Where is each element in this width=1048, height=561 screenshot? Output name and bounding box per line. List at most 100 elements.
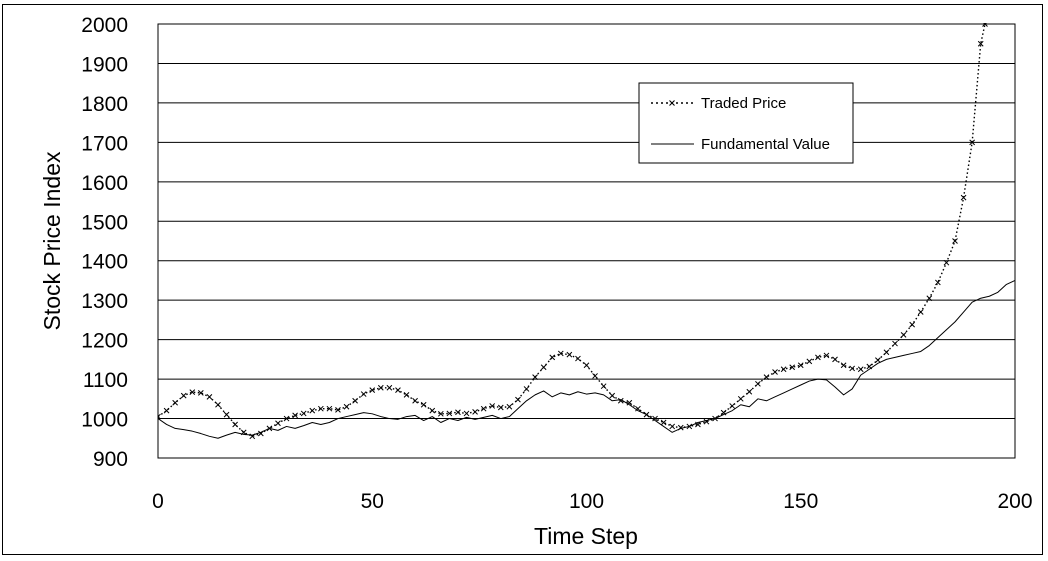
legend: Traded Price Fundamental Value <box>638 82 854 164</box>
data-point-marker <box>737 395 744 402</box>
data-point-marker <box>455 409 461 416</box>
data-point-marker <box>626 399 633 406</box>
y-axis-title: Stock Price Index <box>39 151 65 330</box>
data-point-marker <box>789 364 796 371</box>
data-point-marker <box>849 365 856 372</box>
y-tick-label: 2000 <box>81 14 128 37</box>
data-point-marker <box>437 410 444 417</box>
data-point-marker <box>600 383 607 390</box>
data-point-marker <box>446 410 453 417</box>
data-point-marker <box>412 397 418 404</box>
data-point-marker <box>206 393 213 400</box>
data-point-marker <box>326 405 333 412</box>
y-tick-label: 1000 <box>81 409 128 432</box>
x-tick-label: 100 <box>569 490 604 513</box>
data-point-marker <box>592 373 598 379</box>
y-tick-label: 1900 <box>81 53 128 76</box>
x-tick-label: 0 <box>152 490 164 513</box>
data-point-marker <box>283 415 290 422</box>
data-point-marker <box>343 403 350 410</box>
data-point-marker <box>489 403 496 409</box>
y-tick-label: 1600 <box>81 172 128 195</box>
data-point-marker <box>180 392 187 399</box>
data-point-marker <box>300 410 307 417</box>
data-point-marker <box>797 362 804 369</box>
data-point-marker <box>840 362 847 369</box>
data-point-marker <box>540 364 547 371</box>
data-point-marker <box>215 401 221 408</box>
data-point-marker <box>617 397 624 404</box>
data-point-marker <box>982 23 988 27</box>
data-point-marker <box>377 384 384 391</box>
data-point-marker <box>197 390 204 396</box>
data-point-marker <box>935 279 941 286</box>
data-point-marker <box>317 405 324 412</box>
y-tick-label: 1500 <box>81 211 128 234</box>
series-line-0 <box>158 23 986 437</box>
data-point-marker <box>660 419 667 426</box>
x-tick-label: 200 <box>997 490 1032 513</box>
data-point-marker <box>403 392 410 398</box>
data-point-marker <box>917 309 924 315</box>
data-point-marker <box>360 391 367 397</box>
data-point-marker <box>746 388 753 395</box>
y-axis-ticks: 900 1000 1100 1200 1300 1400 1500 1600 1700 1800 1… <box>81 14 128 471</box>
data-point-marker <box>480 405 487 412</box>
data-point-marker <box>943 259 950 266</box>
data-point-marker <box>900 332 907 338</box>
data-point-marker <box>515 396 521 403</box>
data-point-marker <box>875 357 881 364</box>
data-point-marker <box>652 415 658 422</box>
data-point-marker <box>583 362 590 369</box>
data-point-marker <box>506 403 513 410</box>
y-tick-label: 1700 <box>81 132 128 155</box>
data-point-marker <box>369 387 376 393</box>
data-point-marker <box>832 356 838 363</box>
data-point-marker <box>189 389 196 395</box>
data-point-marker <box>335 407 341 413</box>
y-tick-label: 1100 <box>83 369 128 392</box>
y-tick-label: 1300 <box>81 290 128 313</box>
data-point-marker <box>575 355 581 362</box>
data-point-marker <box>823 352 830 359</box>
x-tick-label: 50 <box>361 490 384 513</box>
y-tick-label: 1800 <box>81 93 128 116</box>
x-tick-label: 150 <box>783 490 818 513</box>
data-point-marker <box>892 340 898 347</box>
data-point-marker <box>172 399 178 406</box>
legend-traded-price-label: Traded Price <box>701 95 786 112</box>
data-point-marker <box>763 374 770 380</box>
data-point-marker <box>420 401 427 408</box>
data-point-marker <box>772 369 778 375</box>
data-point-marker <box>386 384 393 391</box>
x-axis-ticks: 0 50 100 150 200 <box>152 490 1032 513</box>
data-point-marker <box>857 366 864 373</box>
data-point-marker <box>609 392 616 399</box>
data-point-marker <box>969 139 976 146</box>
data-point-marker <box>232 421 238 428</box>
data-point-marker <box>566 351 573 358</box>
data-point-marker <box>669 423 676 430</box>
legend-fundamental-value-label: Fundamental Value <box>701 136 830 153</box>
series-traded-price <box>158 23 988 440</box>
data-point-marker <box>463 410 470 417</box>
data-point-marker <box>163 407 170 414</box>
data-point-marker <box>926 295 933 302</box>
data-point-marker <box>977 40 984 47</box>
data-point-marker <box>275 420 281 427</box>
chart-frame <box>2 4 1043 555</box>
series-fundamental-value <box>158 279 1015 439</box>
data-point-marker <box>806 358 813 365</box>
series-layer <box>158 23 1015 440</box>
data-point-marker <box>292 412 298 419</box>
y-tick-label: 900 <box>93 448 128 471</box>
data-point-marker <box>223 411 230 418</box>
data-point-marker <box>472 408 478 415</box>
y-tick-label: 1200 <box>81 330 128 353</box>
legend-traded-price-marker <box>669 100 675 106</box>
data-point-marker <box>780 366 787 373</box>
data-point-marker <box>755 380 761 387</box>
data-point-marker <box>532 374 538 380</box>
plot-area-border <box>157 23 1016 459</box>
